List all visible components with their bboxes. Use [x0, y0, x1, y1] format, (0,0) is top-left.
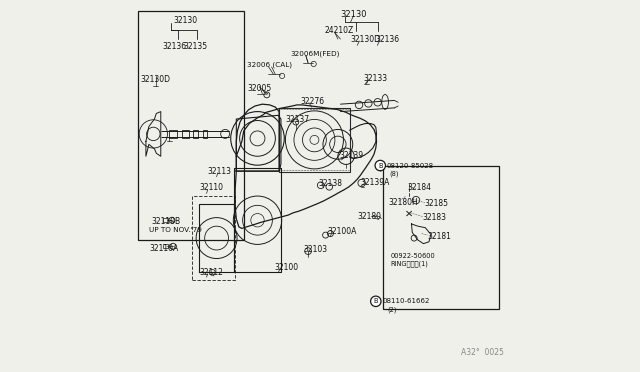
Text: 32100A: 32100A [328, 227, 357, 236]
Text: 32006M(FED): 32006M(FED) [291, 51, 340, 57]
Text: B: B [378, 163, 383, 169]
Text: 32276: 32276 [301, 97, 324, 106]
Text: 32113: 32113 [207, 167, 232, 176]
Text: 32130: 32130 [340, 10, 367, 19]
Text: 32139A: 32139A [360, 178, 390, 187]
Bar [203, 130, 207, 138]
Text: UP TO NOV.'79: UP TO NOV.'79 [149, 227, 202, 233]
Text: (2): (2) [388, 306, 397, 313]
Text: 24210Z: 24210Z [325, 26, 354, 35]
Polygon shape [146, 112, 161, 156]
Text: 08120-85028: 08120-85028 [387, 163, 434, 169]
Text: 32136: 32136 [375, 35, 399, 44]
Bar [383, 166, 499, 309]
Circle shape [375, 160, 385, 171]
Text: 32005: 32005 [248, 84, 272, 93]
Bar [193, 130, 198, 138]
Text: 32100: 32100 [275, 263, 299, 272]
Bar [163, 218, 168, 222]
Text: 32112: 32112 [199, 268, 223, 277]
Text: 32139: 32139 [340, 151, 364, 160]
Bar [279, 108, 350, 172]
Circle shape [371, 296, 381, 307]
Text: 32138: 32138 [318, 179, 342, 187]
Text: 32185: 32185 [424, 199, 448, 208]
Text: 32133: 32133 [364, 74, 388, 83]
Text: 32006 (CAL): 32006 (CAL) [248, 62, 292, 68]
Text: 08110-61662: 08110-61662 [382, 298, 429, 304]
Text: 32180H: 32180H [389, 198, 419, 207]
Text: (8): (8) [389, 170, 399, 177]
Bar [182, 130, 189, 138]
Text: B: B [374, 298, 378, 304]
Bar [138, 11, 244, 240]
Text: 00922-50600: 00922-50600 [390, 253, 435, 259]
Bar [170, 130, 177, 138]
Text: A32°  0025: A32° 0025 [461, 348, 504, 357]
Text: 32183: 32183 [422, 213, 446, 222]
Text: 32136: 32136 [162, 42, 186, 51]
Text: 32181: 32181 [427, 232, 451, 241]
Text: 32110B: 32110B [152, 217, 181, 226]
Text: 32135: 32135 [183, 42, 207, 51]
Bar [163, 244, 168, 248]
Text: 32184: 32184 [408, 183, 431, 192]
Text: 32110: 32110 [199, 183, 223, 192]
Text: 32130: 32130 [173, 16, 197, 25]
Text: 32110A: 32110A [150, 244, 179, 253]
Text: 32130D: 32130D [351, 35, 381, 44]
Text: 32103: 32103 [303, 245, 328, 254]
Text: 32137: 32137 [286, 115, 310, 124]
Text: 32180: 32180 [357, 212, 381, 221]
Text: 32130D: 32130D [141, 76, 171, 84]
Text: RINGリング(1): RINGリング(1) [390, 261, 429, 267]
